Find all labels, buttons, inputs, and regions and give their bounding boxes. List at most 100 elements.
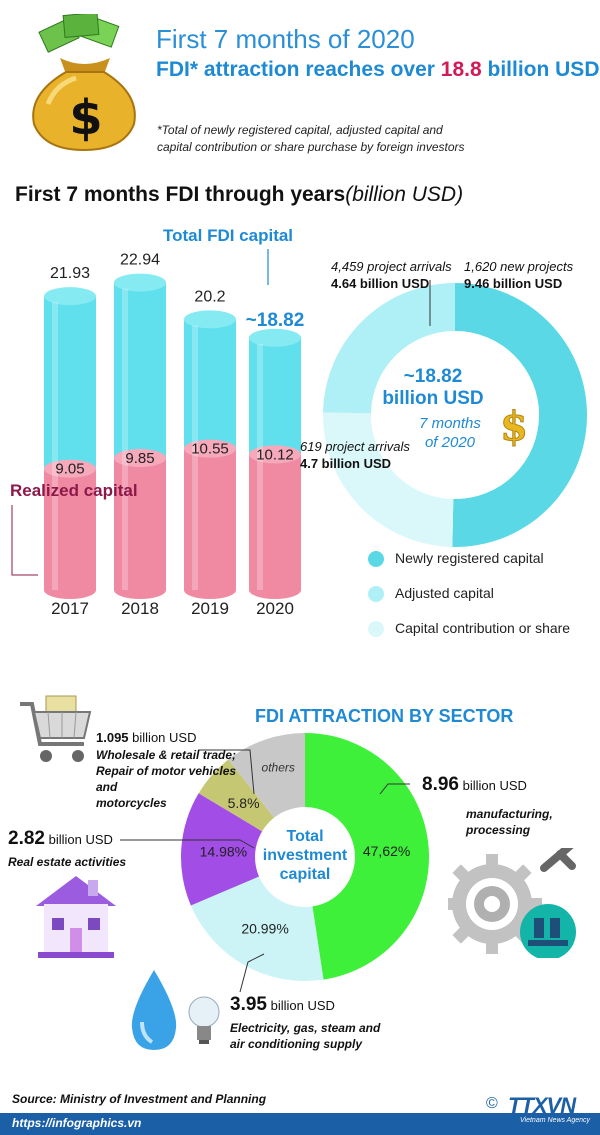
realized-bar-2018 bbox=[114, 458, 166, 590]
page-subtitle: FDI* attraction reaches over 18.8 billio… bbox=[156, 58, 599, 82]
bar-group-2017: 21.93 9.05 2017 bbox=[44, 265, 96, 618]
shopping-cart-icon bbox=[20, 695, 92, 762]
manufacturing-desc-1: manufacturing, bbox=[466, 807, 553, 821]
electricity-unit: billion USD bbox=[266, 998, 335, 1013]
realized-value-2017: 9.05 bbox=[55, 461, 84, 478]
bar-highlight-2018 bbox=[122, 288, 128, 590]
source-note: Source: Ministry of Investment and Plann… bbox=[12, 1092, 267, 1106]
legend-contribution-swatch bbox=[368, 621, 384, 637]
donut-hole bbox=[371, 331, 539, 499]
subtitle-highlight: 18.8 bbox=[440, 58, 482, 81]
subtitle-suffix: billion USD bbox=[481, 58, 600, 81]
pie-center-line-1: Total bbox=[286, 828, 323, 845]
footnote-line-1: *Total of newly registered capital, adju… bbox=[157, 123, 443, 137]
donut-center-unit: billion USD bbox=[382, 388, 484, 409]
wholesale-desc-2: Repair of motor vehicles and bbox=[96, 764, 237, 794]
bar-group-2018: 22.94 9.85 2018 bbox=[114, 252, 166, 618]
section-2-title: FDI ATTRACTION BY SECTOR bbox=[255, 706, 514, 726]
annotation-lines bbox=[120, 749, 410, 993]
pct-electricity: 20.99% bbox=[241, 920, 288, 936]
donut-center-sub1: 7 months bbox=[419, 415, 481, 432]
manufacturing-annotation: 8.96 billion USD manufacturing, processi… bbox=[422, 774, 592, 838]
year-label-2018: 2018 bbox=[121, 599, 159, 618]
gear-icon bbox=[448, 848, 576, 958]
wholesale-desc: Wholesale & retail trade; Repair of moto… bbox=[96, 747, 256, 811]
realestate-desc: Real estate activities bbox=[8, 855, 127, 869]
realestate-annotation: 2.82 billion USD Real estate activities bbox=[8, 828, 178, 870]
pct-real-estate: 14.98% bbox=[200, 843, 247, 859]
section-1-unit: (billion USD) bbox=[345, 183, 464, 206]
legend-adjusted: Adjusted capital bbox=[395, 585, 494, 601]
site-url-link[interactable]: https://infographics.vn bbox=[12, 1116, 142, 1130]
agency-name: Vietnam News Agency bbox=[520, 1117, 591, 1124]
bar-group-2019: 20.2 10.55 2019 bbox=[184, 288, 236, 618]
realized-bar-2020 bbox=[249, 454, 301, 590]
realized-bar-top-2020 bbox=[249, 445, 301, 464]
new-label: 1,620 new projects 9.46 billion USD bbox=[464, 258, 573, 292]
wholesale-unit: billion USD bbox=[128, 730, 197, 745]
wholesale-desc-1: Wholesale & retail trade; bbox=[96, 748, 237, 762]
donut-slice-new bbox=[452, 283, 587, 547]
year-label-2019: 2019 bbox=[191, 599, 229, 618]
svg-text:$: $ bbox=[500, 403, 528, 448]
manufacturing-desc: manufacturing, processing bbox=[422, 806, 592, 838]
bar-highlight-2019 bbox=[192, 325, 198, 590]
donut-slice-contribution bbox=[323, 412, 454, 547]
total-bar-top-2020 bbox=[249, 328, 301, 347]
realized-bar-top-2017 bbox=[44, 459, 96, 478]
legend-adjusted-swatch bbox=[368, 586, 384, 602]
fdi-donut-chart bbox=[323, 280, 587, 547]
subtitle-prefix: FDI* attraction reaches over bbox=[156, 58, 441, 81]
pct-wholesale: 5.8% bbox=[228, 795, 260, 811]
bar-group-2020: ~18.82 10.12 2020 bbox=[246, 310, 305, 618]
donut-center-number: ~18.82 bbox=[403, 366, 463, 387]
electricity-desc: Electricity, gas, steam and air conditio… bbox=[230, 1020, 410, 1052]
donut-center-period: 7 months of 2020 bbox=[400, 414, 500, 452]
total-value-2019: 20.2 bbox=[194, 288, 225, 305]
realized-bar-top-2019 bbox=[184, 439, 236, 458]
footnote: *Total of newly registered capital, adju… bbox=[157, 122, 557, 156]
wholesale-desc-3: motorcycles bbox=[96, 796, 167, 810]
bar-highlight-2020 bbox=[257, 343, 263, 590]
realized-bar-base-2018 bbox=[114, 581, 166, 599]
legend-contribution: Capital contribution or share bbox=[395, 620, 571, 636]
electricity-desc-2: air conditioning supply bbox=[230, 1037, 362, 1051]
legend-new-swatch bbox=[368, 551, 384, 567]
section-1-title-text: First 7 months FDI through years bbox=[15, 183, 346, 206]
total-value-2017: 21.93 bbox=[50, 265, 90, 282]
realized-value-2020: 10.12 bbox=[256, 446, 294, 463]
others-label: others bbox=[262, 761, 295, 775]
wholesale-annotation: 1.095 billion USD Wholesale & retail tra… bbox=[96, 730, 256, 811]
water-drop-icon bbox=[131, 970, 177, 1050]
realized-capital-label: Realized capital bbox=[10, 481, 138, 500]
contribution-label: 619 project arrivals 4.7 billion USD bbox=[300, 438, 410, 472]
donut-center-value: ~18.82 billion USD bbox=[378, 366, 488, 410]
bar-highlight-2017 bbox=[52, 302, 58, 590]
footnote-line-2: capital contribution or share purchase b… bbox=[157, 140, 465, 154]
year-label-2017: 2017 bbox=[51, 599, 89, 618]
legend-new: Newly registered capital bbox=[395, 550, 544, 566]
adjusted-count: 4,459 project arrivals bbox=[331, 259, 452, 274]
house-icon bbox=[36, 876, 116, 958]
adjusted-value: 4.64 billion USD bbox=[331, 276, 430, 291]
realized-bar-2019 bbox=[184, 448, 236, 590]
fdi-bar-chart: 21.93 9.05 2017 22.94 9.85 2018 20.2 10.55 2019 ~… bbox=[11, 249, 305, 618]
electricity-value: 3.95 bbox=[230, 994, 267, 1015]
realestate-value: 2.82 bbox=[8, 828, 45, 849]
donut-slice-adjusted bbox=[323, 283, 455, 414]
pct-manufacturing: 47,62% bbox=[363, 843, 410, 859]
pie-center-line-2: investment bbox=[263, 847, 348, 864]
total-fdi-label: Total FDI capital bbox=[163, 226, 294, 245]
realized-value-2019: 10.55 bbox=[191, 441, 229, 458]
total-bar-top-2017 bbox=[44, 287, 96, 306]
total-value-2020: ~18.82 bbox=[246, 310, 305, 331]
manufacturing-value: 8.96 bbox=[422, 774, 459, 795]
pie-center bbox=[255, 807, 355, 907]
total-value-2018: 22.94 bbox=[120, 252, 160, 269]
wholesale-value-line: 1.095 billion USD bbox=[96, 730, 256, 745]
total-bar-top-2019 bbox=[184, 310, 236, 329]
sector-pie-chart: 47,62% 20.99% 14.98% 5.8% others Total investm… bbox=[181, 733, 430, 981]
year-label-2020: 2020 bbox=[256, 599, 294, 618]
svg-text:$: $ bbox=[69, 90, 102, 146]
footer-bar bbox=[0, 1113, 600, 1135]
